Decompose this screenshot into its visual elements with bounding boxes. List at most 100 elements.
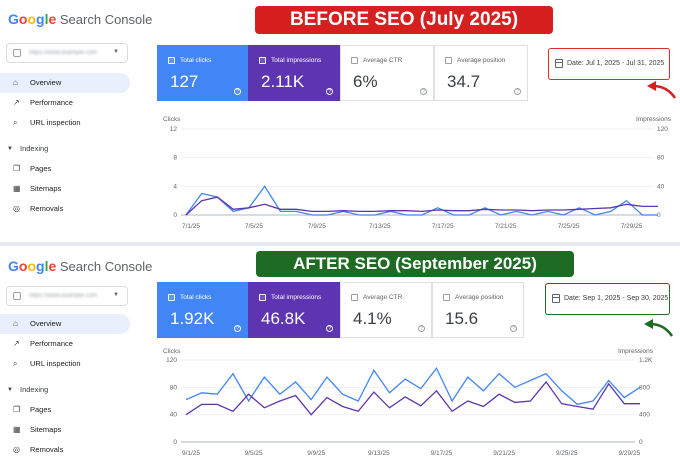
property-url: https://www.example.com bbox=[29, 293, 98, 299]
visibility-off-icon: ◎ bbox=[13, 445, 20, 454]
date-range-filter[interactable]: Date: Sep 1, 2025 - Sep 30, 2025 bbox=[545, 283, 670, 315]
series-line bbox=[185, 196, 658, 216]
x-tick-label: 9/25/25 bbox=[556, 450, 578, 457]
total-clicks-card[interactable]: Total clicks 127 ? bbox=[157, 45, 248, 101]
help-icon[interactable]: ? bbox=[510, 325, 517, 332]
average-ctr-card[interactable]: Average CTR 6% ? bbox=[340, 45, 434, 101]
before-panel: Google Search Console https://www.exampl… bbox=[0, 6, 677, 230]
sidebar-item-performance[interactable]: ↗ Performance bbox=[0, 93, 130, 113]
checkbox-icon bbox=[168, 57, 175, 64]
property-selector[interactable]: https://www.example.com ▼ bbox=[6, 286, 128, 306]
property-icon bbox=[13, 49, 21, 57]
property-selector[interactable]: https://www.example.com ▼ bbox=[6, 43, 128, 63]
x-tick-label: 7/1/25 bbox=[182, 223, 200, 230]
after-performance-chart: Clicks Impressions 120 1.2K 80 800 40 400 0 0 9/1/… bbox=[155, 346, 675, 466]
search-console-logo[interactable]: Google Search Console bbox=[8, 11, 152, 27]
pages-icon: ❐ bbox=[13, 164, 21, 173]
help-icon[interactable]: ? bbox=[418, 325, 425, 332]
help-icon[interactable]: ? bbox=[234, 88, 241, 95]
sidebar-item-pages[interactable]: ❐ Pages bbox=[0, 400, 130, 420]
series-line bbox=[185, 185, 658, 216]
card-label: Total impressions bbox=[271, 294, 322, 301]
sidebar-section-label: Indexing bbox=[20, 385, 49, 394]
checkbox-icon bbox=[445, 57, 452, 64]
sidebar-item-label: Removals bbox=[30, 445, 64, 454]
x-tick-label: 9/29/25 bbox=[619, 450, 641, 457]
right-tick-label: 80 bbox=[657, 155, 665, 162]
left-tick-label: 120 bbox=[166, 357, 177, 364]
x-tick-label: 9/21/25 bbox=[493, 450, 515, 457]
right-axis-label: Impressions bbox=[618, 348, 654, 355]
sidebar-item-performance[interactable]: ↗ Performance bbox=[0, 334, 130, 354]
help-icon[interactable]: ? bbox=[326, 88, 333, 95]
search-icon: ⌕ bbox=[13, 118, 18, 127]
sidebar-item-label: Pages bbox=[30, 405, 52, 414]
average-position-card[interactable]: Average position 34.7 ? bbox=[434, 45, 528, 101]
sidebar-item-overview[interactable]: ⌂ Overview bbox=[0, 73, 130, 93]
help-icon[interactable]: ? bbox=[234, 325, 241, 332]
right-tick-label: 1.2K bbox=[639, 357, 653, 364]
chevron-down-icon: ▼ bbox=[113, 49, 119, 55]
sidebar-item-label: Overview bbox=[30, 319, 62, 328]
search-console-logo[interactable]: Google Search Console bbox=[8, 258, 152, 274]
left-tick-label: 40 bbox=[170, 412, 178, 419]
panel-divider bbox=[0, 242, 680, 246]
caret-down-icon: ▼ bbox=[7, 146, 13, 152]
caret-down-icon: ▼ bbox=[7, 387, 13, 393]
series-line bbox=[185, 380, 640, 416]
sidebar-item-sitemaps[interactable]: ▦ Sitemaps bbox=[0, 420, 130, 440]
sidebar-item-url-inspection[interactable]: ⌕ URL inspection bbox=[0, 113, 130, 133]
card-value: 15.6 bbox=[445, 309, 479, 328]
sidebar-item-overview[interactable]: ⌂ Overview bbox=[0, 314, 130, 334]
sitemap-icon: ▦ bbox=[13, 425, 21, 434]
total-impressions-card[interactable]: Total impressions 46.8K ? bbox=[248, 282, 340, 338]
google-wordmark: Google bbox=[8, 11, 57, 27]
left-tick-label: 80 bbox=[170, 384, 178, 391]
calendar-icon bbox=[552, 294, 560, 303]
curved-arrow-icon bbox=[644, 319, 674, 337]
left-tick-label: 4 bbox=[173, 183, 177, 190]
x-tick-label: 9/13/25 bbox=[368, 450, 390, 457]
help-icon[interactable]: ? bbox=[326, 325, 333, 332]
checkbox-icon bbox=[168, 294, 175, 301]
curved-arrow-icon bbox=[647, 81, 677, 99]
trending-up-icon: ↗ bbox=[13, 339, 20, 348]
x-tick-label: 7/17/25 bbox=[432, 223, 454, 230]
checkbox-icon bbox=[259, 294, 266, 301]
help-icon[interactable]: ? bbox=[514, 88, 521, 95]
total-clicks-card[interactable]: Total clicks 1.92K ? bbox=[157, 282, 248, 338]
home-icon: ⌂ bbox=[13, 78, 18, 87]
sidebar-item-pages[interactable]: ❐ Pages bbox=[0, 159, 130, 179]
card-value: 6% bbox=[353, 72, 378, 91]
x-tick-label: 9/9/25 bbox=[307, 450, 325, 457]
left-tick-label: 12 bbox=[170, 126, 178, 133]
sidebar-section-indexing[interactable]: ▼ Indexing bbox=[0, 139, 130, 159]
right-tick-label: 0 bbox=[639, 439, 643, 446]
date-range-text: Date: Jul 1, 2025 - Jul 31, 2025 bbox=[567, 60, 665, 67]
x-tick-label: 7/29/25 bbox=[621, 223, 643, 230]
card-label: Average CTR bbox=[363, 57, 403, 64]
total-impressions-card[interactable]: Total impressions 2.11K ? bbox=[248, 45, 340, 101]
sitemap-icon: ▦ bbox=[13, 184, 21, 193]
card-value: 46.8K bbox=[261, 309, 306, 328]
left-axis-label: Clicks bbox=[163, 116, 181, 123]
sidebar-item-removals[interactable]: ◎ Removals bbox=[0, 440, 130, 460]
sidebar-item-label: URL inspection bbox=[30, 118, 81, 127]
sidebar-item-url-inspection[interactable]: ⌕ URL inspection bbox=[0, 354, 130, 374]
sidebar-item-sitemaps[interactable]: ▦ Sitemaps bbox=[0, 179, 130, 199]
sidebar-item-label: Sitemaps bbox=[30, 184, 62, 193]
checkbox-icon bbox=[443, 294, 450, 301]
sidebar-section-indexing[interactable]: ▼ Indexing bbox=[0, 380, 130, 400]
card-value: 2.11K bbox=[261, 72, 305, 91]
average-ctr-card[interactable]: Average CTR 4.1% ? bbox=[340, 282, 432, 338]
sidebar-item-removals[interactable]: ◎ Removals bbox=[0, 199, 130, 219]
before-line-chart: Clicks Impressions 12 120 8 80 4 40 0 0 7/1/25 7/5/… bbox=[163, 116, 672, 230]
date-range-filter[interactable]: Date: Jul 1, 2025 - Jul 31, 2025 bbox=[548, 48, 670, 80]
product-name: Search Console bbox=[59, 12, 153, 27]
average-position-card[interactable]: Average position 15.6 ? bbox=[432, 282, 524, 338]
help-icon[interactable]: ? bbox=[420, 88, 427, 95]
date-range-text: Date: Sep 1, 2025 - Sep 30, 2025 bbox=[564, 295, 669, 302]
x-tick-label: 9/1/25 bbox=[182, 450, 200, 457]
card-label: Total clicks bbox=[180, 57, 212, 64]
x-tick-label: 9/17/25 bbox=[431, 450, 453, 457]
